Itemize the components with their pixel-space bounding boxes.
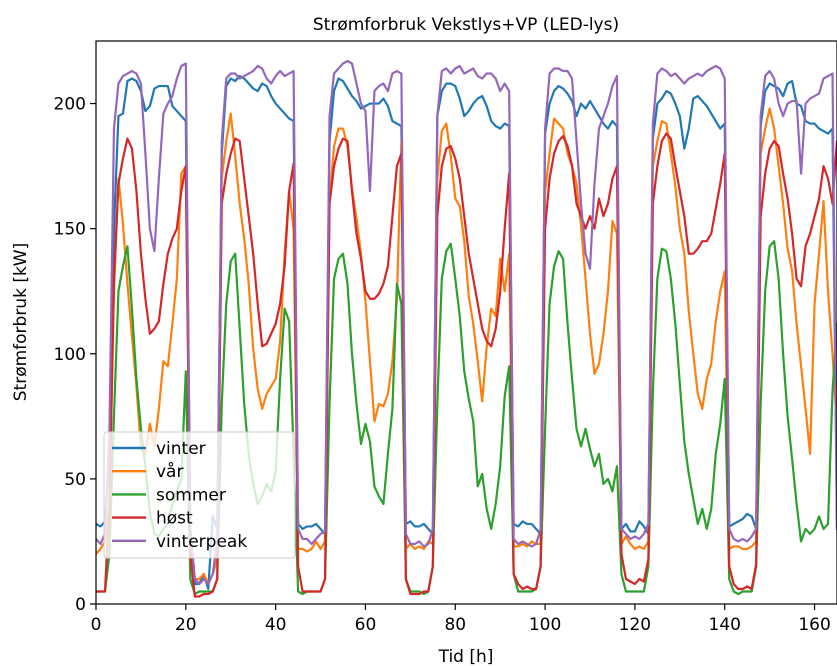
x-tick-label: 0 (91, 615, 102, 635)
x-tick-label: 160 (798, 615, 830, 635)
x-tick-label: 80 (444, 615, 466, 635)
y-tick-label: 100 (54, 345, 86, 365)
x-tick-label: 140 (709, 615, 741, 635)
y-tick-label: 50 (64, 470, 86, 490)
legend-label: vinterpeak (156, 532, 247, 552)
x-tick-label: 40 (265, 615, 287, 635)
chart-title: Strømforbruk Vekstlys+VP (LED-lys) (313, 15, 619, 35)
y-axis: 0 50 100 150 200 (54, 95, 96, 615)
x-tick-label: 60 (355, 615, 377, 635)
x-axis-label: Tid [h] (438, 647, 494, 666)
y-tick-label: 0 (75, 595, 86, 615)
legend-label: høst (156, 509, 193, 529)
series-line-5 (96, 59, 837, 586)
legend-label: vår (156, 461, 183, 482)
y-tick-label: 200 (54, 95, 86, 115)
y-tick-label: 150 (54, 220, 86, 240)
legend-label: sommer (156, 485, 226, 505)
x-axis: 0 20 40 60 80 100 120 140 160 (91, 604, 831, 635)
legend-label: vinter (156, 439, 206, 459)
legend-box (103, 431, 296, 559)
x-tick-label: 120 (619, 615, 651, 635)
axes-frame (95, 40, 837, 605)
x-tick-label: 100 (529, 615, 561, 635)
y-axis-label: Strømforbruk [kW] (11, 243, 31, 402)
x-tick-label: 20 (175, 615, 197, 635)
